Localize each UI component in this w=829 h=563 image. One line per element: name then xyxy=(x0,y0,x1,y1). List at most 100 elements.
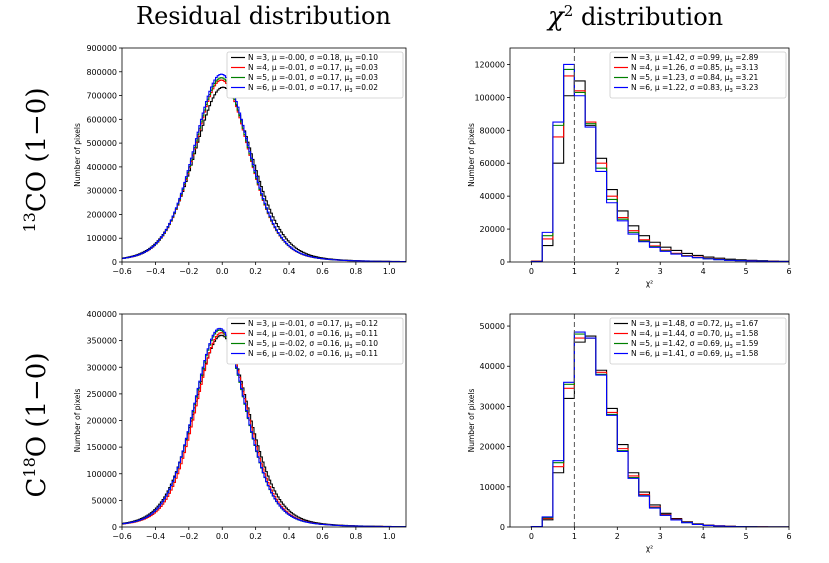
y-tick-label: 900000 xyxy=(86,44,117,53)
series-line-n6 xyxy=(530,63,789,262)
y-axis-label: Number of pixels xyxy=(467,389,476,453)
x-tick-label: 3 xyxy=(658,267,663,276)
x-tick-label: 0.2 xyxy=(249,267,262,276)
x-tick-label: −0.4 xyxy=(146,532,165,541)
legend-label: N =3, μ =-0.00, σ =0.18, μ3 =0.10 xyxy=(248,53,378,64)
y-tick-label: 40000 xyxy=(480,362,505,371)
y-axis-label: Number of pixels xyxy=(73,389,82,453)
y-axis-label: Number of pixels xyxy=(73,123,82,187)
y-tick-label: 20000 xyxy=(480,443,505,452)
x-tick-label: −0.6 xyxy=(112,532,131,541)
y-tick-label: 400000 xyxy=(86,163,117,172)
x-tick-label: 5 xyxy=(744,532,749,541)
x-tick-label: 0 xyxy=(529,532,534,541)
legend-label: N =4, μ =1.44, σ =0.70, μ3 =1.58 xyxy=(631,329,758,340)
x-tick-label: 1.0 xyxy=(383,532,396,541)
x-tick-label: 0.6 xyxy=(316,532,329,541)
x-tick-label: 0.4 xyxy=(283,532,296,541)
x-tick-label: 4 xyxy=(701,532,706,541)
legend-label: N =5, μ =1.42, σ =0.69, μ3 =1.59 xyxy=(631,339,758,350)
legend-label: N =4, μ =1.26, σ =0.85, μ3 =3.13 xyxy=(631,63,758,74)
x-tick-label: −0.4 xyxy=(146,267,165,276)
legend-label: N =5, μ =1.23, σ =0.84, μ3 =3.21 xyxy=(631,73,758,84)
x-tick-label: 0.0 xyxy=(216,267,229,276)
x-tick-label: 0.8 xyxy=(350,532,363,541)
series-line-n4 xyxy=(530,337,789,527)
legend-box xyxy=(226,317,404,365)
y-tick-label: 120000 xyxy=(474,60,505,69)
x-tick-label: −0.2 xyxy=(179,532,198,541)
chi2-column-title: χ2 distribution xyxy=(548,2,723,32)
y-tick-label: 30000 xyxy=(480,402,505,411)
y-tick-label: 10000 xyxy=(480,483,505,492)
x-tick-label: 6 xyxy=(786,267,791,276)
legend-label: N =6, μ =1.22, σ =0.83, μ3 =3.23 xyxy=(631,83,758,94)
x-tick-label: 4 xyxy=(701,267,706,276)
x-axis-label: χ² xyxy=(646,279,653,288)
x-tick-label: 2 xyxy=(615,267,620,276)
y-tick-label: 250000 xyxy=(86,390,117,399)
series-line-n6 xyxy=(122,327,406,527)
x-axis-label: χ² xyxy=(646,544,653,553)
y-tick-label: 300000 xyxy=(86,187,117,196)
x-tick-label: 2 xyxy=(615,532,620,541)
legend-label: N =3, μ =1.42, σ =0.99, μ3 =2.89 xyxy=(631,53,758,64)
series-line-n6 xyxy=(122,73,406,262)
legend-label: N =6, μ =-0.01, σ =0.17, μ3 =0.02 xyxy=(248,83,378,94)
legend-label: N =4, μ =-0.01, σ =0.17, μ3 =0.03 xyxy=(248,63,378,74)
y-tick-label: 40000 xyxy=(480,192,505,201)
y-tick-label: 100000 xyxy=(474,93,505,102)
y-tick-label: 200000 xyxy=(86,417,117,426)
axes-frame xyxy=(509,313,790,528)
legend-label: N =5, μ =-0.01, σ =0.17, μ3 =0.03 xyxy=(248,73,378,84)
x-tick-label: 0.8 xyxy=(350,267,363,276)
y-tick-label: 0 xyxy=(500,523,505,532)
y-tick-label: 50000 xyxy=(92,496,117,505)
y-tick-label: 60000 xyxy=(480,159,505,168)
y-tick-label: 350000 xyxy=(86,337,117,346)
x-tick-label: 1 xyxy=(572,267,577,276)
x-tick-label: 6 xyxy=(786,532,791,541)
y-tick-label: 400000 xyxy=(86,310,117,319)
x-tick-label: 0.6 xyxy=(316,267,329,276)
x-tick-label: 1 xyxy=(572,532,577,541)
x-tick-label: 0.0 xyxy=(216,532,229,541)
x-tick-label: 5 xyxy=(744,267,749,276)
axes-frame xyxy=(121,47,407,263)
x-tick-label: 1.0 xyxy=(383,267,396,276)
chi-symbol: χ xyxy=(548,2,564,32)
x-tick-label: 0.2 xyxy=(249,532,262,541)
y-tick-label: 80000 xyxy=(480,126,505,135)
y-tick-label: 100000 xyxy=(86,470,117,479)
y-tick-label: 800000 xyxy=(86,68,117,77)
y-tick-label: 100000 xyxy=(86,234,117,243)
y-tick-label: 200000 xyxy=(86,210,117,219)
legend-label: N =3, μ =1.48, σ =0.72, μ3 =1.67 xyxy=(631,319,758,330)
y-tick-label: 300000 xyxy=(86,363,117,372)
x-tick-label: −0.2 xyxy=(179,267,198,276)
series-line-n3 xyxy=(530,335,789,527)
x-tick-label: 0 xyxy=(529,267,534,276)
y-tick-label: 0 xyxy=(112,523,117,532)
legend-label: N =5, μ =-0.02, σ =0.16, μ3 =0.10 xyxy=(248,339,378,350)
axes-frame xyxy=(509,47,790,263)
y-tick-label: 0 xyxy=(112,258,117,267)
x-tick-label: −0.6 xyxy=(112,267,131,276)
y-tick-label: 700000 xyxy=(86,92,117,101)
y-tick-label: 150000 xyxy=(86,443,117,452)
legend-label: N =6, μ =1.41, σ =0.69, μ3 =1.58 xyxy=(631,349,758,360)
x-tick-label: 3 xyxy=(658,532,663,541)
y-axis-label: Number of pixels xyxy=(467,123,476,187)
x-tick-label: 0.4 xyxy=(283,267,296,276)
residual-column-title: Residual distribution xyxy=(136,2,391,30)
legend-box xyxy=(226,51,404,99)
legend-label: N =6, μ =-0.02, σ =0.16, μ3 =0.11 xyxy=(248,349,378,360)
chi-title-suffix: distribution xyxy=(573,3,724,31)
legend-label: N =4, μ =-0.01, σ =0.16, μ3 =0.11 xyxy=(248,329,378,340)
y-tick-label: 20000 xyxy=(480,225,505,234)
chi-exponent: 2 xyxy=(563,2,574,20)
